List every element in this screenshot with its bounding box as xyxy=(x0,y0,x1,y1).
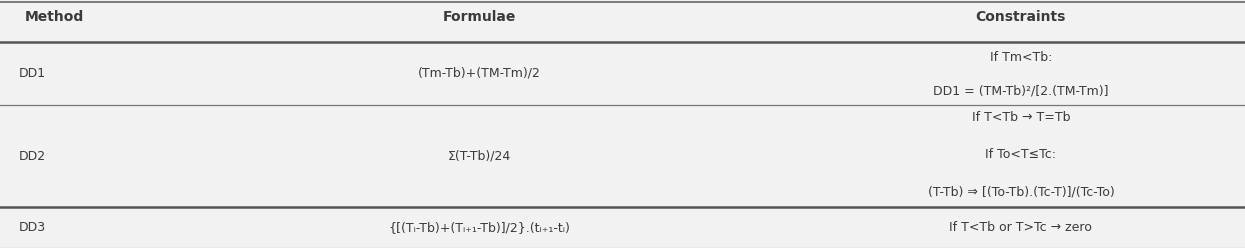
Text: If T<Tb → T=Tb: If T<Tb → T=Tb xyxy=(971,111,1071,124)
Text: Σ(T-Tb)/24: Σ(T-Tb)/24 xyxy=(448,150,510,163)
Text: Constraints: Constraints xyxy=(976,10,1066,24)
Text: (T-Tb) ⇒ [(To-Tb).(Tc-T)]/(Tc-To): (T-Tb) ⇒ [(To-Tb).(Tc-T)]/(Tc-To) xyxy=(928,186,1114,199)
Text: DD3: DD3 xyxy=(19,221,46,234)
Text: {[(Tᵢ-Tb)+(Tᵢ₊₁-Tb)]/2}.(tᵢ₊₁-tᵢ): {[(Tᵢ-Tb)+(Tᵢ₊₁-Tb)]/2}.(tᵢ₊₁-tᵢ) xyxy=(388,221,570,234)
Text: Formulae: Formulae xyxy=(443,10,515,24)
Text: DD2: DD2 xyxy=(19,150,46,163)
Text: DD1: DD1 xyxy=(19,67,46,80)
Text: If To<T≤Tc:: If To<T≤Tc: xyxy=(985,149,1057,161)
Text: If T<Tb or T>Tc → zero: If T<Tb or T>Tc → zero xyxy=(950,221,1092,234)
Text: Method: Method xyxy=(25,10,85,24)
Text: DD1 = (TM-Tb)²/[2.(TM-Tm)]: DD1 = (TM-Tb)²/[2.(TM-Tm)] xyxy=(934,84,1108,97)
Text: (Tm-Tb)+(TM-Tm)/2: (Tm-Tb)+(TM-Tm)/2 xyxy=(418,67,540,80)
Text: If Tm<Tb:: If Tm<Tb: xyxy=(990,51,1052,63)
